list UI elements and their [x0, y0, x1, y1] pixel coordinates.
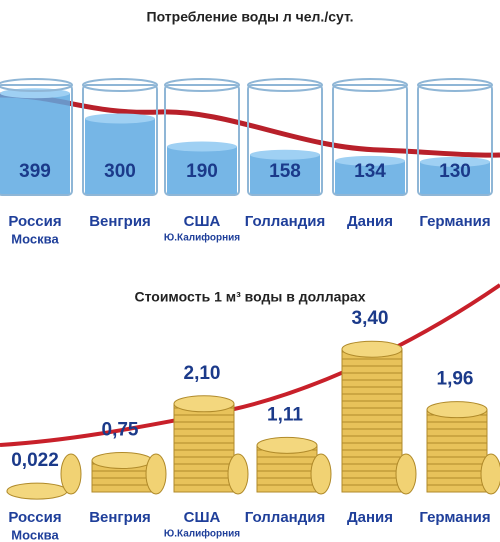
glass — [164, 84, 240, 196]
water-surface — [167, 141, 237, 152]
glass — [0, 84, 73, 196]
category-note: Москва — [11, 527, 59, 542]
chart-title: Стоимость 1 м³ воды в долларах — [134, 289, 365, 305]
category-note: Ю.Калифорния — [164, 528, 240, 540]
value-label: 134 — [354, 161, 386, 182]
value-label: 190 — [186, 161, 218, 182]
water-surface — [420, 156, 490, 167]
decor-curve — [0, 283, 500, 447]
coin-top — [91, 452, 153, 469]
value-label: 3,40 — [352, 308, 389, 329]
value-label: 0,022 — [11, 450, 59, 471]
chart-title: Потребление воды л чел./сут. — [147, 9, 354, 25]
glass-rim — [417, 78, 493, 92]
water-surface — [85, 113, 155, 124]
value-label: 158 — [269, 161, 301, 182]
coin-top — [6, 482, 68, 500]
category-label: Германия — [419, 213, 490, 230]
coin-body — [173, 403, 235, 493]
category-label: Венгрия — [89, 213, 151, 230]
water — [167, 146, 237, 195]
category-label: Дания — [347, 213, 393, 230]
coin-top — [256, 436, 318, 454]
glass-rim — [332, 78, 408, 92]
coin-stack — [6, 482, 68, 500]
category-label: Дания — [347, 509, 393, 526]
water — [335, 160, 405, 195]
category-label: Венгрия — [89, 509, 151, 526]
category-label: Германия — [419, 509, 490, 526]
coin-stack — [426, 401, 488, 493]
coin-stack — [341, 340, 403, 493]
glass-rim — [82, 78, 158, 92]
value-label: 0,75 — [102, 420, 139, 441]
coin-side — [227, 453, 249, 495]
coin-side — [310, 453, 332, 495]
coin-side — [145, 453, 167, 495]
coin-side — [480, 453, 500, 495]
glass — [247, 84, 323, 196]
value-label: 130 — [439, 161, 471, 182]
category-label: США — [184, 509, 221, 526]
category-label: Голландия — [245, 213, 326, 230]
coin-stack — [173, 395, 235, 493]
decor-curve — [0, 92, 500, 158]
glass — [82, 84, 158, 196]
glass-rim — [164, 78, 240, 92]
category-label: Россия — [8, 509, 61, 526]
category-label: США — [184, 213, 221, 230]
coin-top — [426, 401, 488, 419]
value-label: 1,11 — [267, 404, 303, 425]
glass-rim — [247, 78, 323, 92]
coin-top — [341, 340, 403, 358]
glass — [417, 84, 493, 196]
glass — [332, 84, 408, 196]
value-label: 1,96 — [437, 369, 474, 390]
water-surface — [250, 149, 320, 160]
coin-stack — [256, 436, 318, 493]
category-note: Ю.Калифорния — [164, 232, 240, 244]
category-note: Москва — [11, 231, 59, 246]
value-label: 2,10 — [184, 363, 221, 384]
glass-rim — [0, 78, 73, 92]
category-label: Голландия — [245, 509, 326, 526]
water — [0, 93, 70, 195]
value-label: 399 — [19, 161, 51, 182]
value-label: 300 — [104, 161, 136, 182]
water — [250, 154, 320, 195]
water-surface — [335, 155, 405, 166]
coin-side — [60, 453, 82, 495]
coin-stack — [91, 452, 153, 493]
category-label: Россия — [8, 213, 61, 230]
coin-top — [173, 395, 235, 413]
water — [85, 118, 155, 195]
coin-side — [395, 453, 417, 495]
water — [420, 161, 490, 195]
